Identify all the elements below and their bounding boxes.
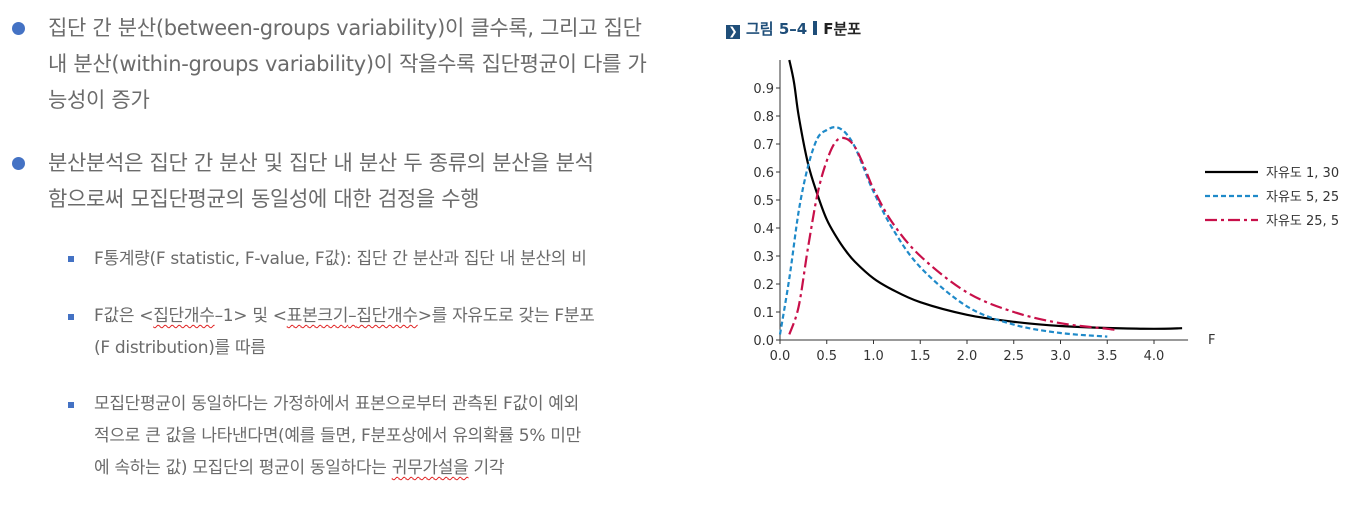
sub-bullet-text: F값은 <집단개수–1> 및 <표본크기–집단개수>를 자유도로 갖는 F분포 … xyxy=(94,300,694,364)
bullet-text: 집단 간 분산(between-groups variability)이 클수록… xyxy=(48,10,688,118)
x-tick-label: 1.0 xyxy=(863,349,884,364)
sub-bullet-line: 적으로 큰 값을 나타낸다면(예를 들면, F분포상에서 유의확률 5% 미만 xyxy=(94,426,581,446)
text-span: >를 자유도로 갖는 F분포 xyxy=(417,306,595,326)
figure-title: ❯ 그림 5–4 F분포 xyxy=(726,18,861,40)
sub-bullet-square xyxy=(68,402,74,408)
bullet-text: 분산분석은 집단 간 분산 및 집단 내 분산 두 종류의 분산을 분석 함으로… xyxy=(48,145,688,217)
sub-bullet-line: (F distribution)를 따름 xyxy=(94,338,266,358)
y-tick-label: 0.6 xyxy=(753,166,774,181)
text-span: 기각 xyxy=(468,458,505,478)
sub-bullet-text: 모집단평균이 동일하다는 가정하에서 표본으로부터 관측된 F값이 예외 적으로… xyxy=(94,388,694,484)
figure-subtitle: F분포 xyxy=(823,20,862,38)
bullet-line: 분산분석은 집단 간 분산 및 집단 내 분산 두 종류의 분산을 분석 xyxy=(48,151,594,175)
x-tick-label: 2.5 xyxy=(1003,349,1024,364)
arrow-right-icon: ❯ xyxy=(726,25,740,39)
bullet-line: 능성이 증가 xyxy=(48,88,150,112)
bullet-dot xyxy=(12,22,25,35)
legend-label: 자유도 25, 5 xyxy=(1266,214,1339,229)
y-tick-label: 0.0 xyxy=(753,334,774,349)
bullet-dot xyxy=(12,157,25,170)
bullet-line: 내 분산(within-groups variability)이 작을수록 집단… xyxy=(48,52,647,76)
x-tick-label: 4.0 xyxy=(1144,349,1165,364)
y-tick-label: 0.8 xyxy=(753,110,774,125)
sub-bullet-square xyxy=(68,256,74,262)
y-tick-label: 0.4 xyxy=(753,222,774,237)
y-tick-label: 0.3 xyxy=(753,250,774,265)
y-tick-label: 0.9 xyxy=(753,82,774,97)
sub-bullet-line: 에 속하는 값) 모집단의 평균이 동일하다는 귀무가설을 기각 xyxy=(94,452,694,484)
y-tick-label: 0.5 xyxy=(753,194,774,209)
spellcheck-word: 집단개수 xyxy=(153,306,215,326)
chart-curves xyxy=(778,59,1183,338)
sub-bullet-square xyxy=(68,314,74,320)
sub-bullet-line: F통계량(F statistic, F-value, F값): 집단 간 분산과… xyxy=(94,249,587,269)
slide-text-panel: 집단 간 분산(between-groups variability)이 클수록… xyxy=(12,10,694,484)
spellcheck-word: – xyxy=(348,306,357,326)
x-tick-label: 3.5 xyxy=(1097,349,1118,364)
y-tick-label: 0.1 xyxy=(753,306,774,321)
bullet-line: 집단 간 분산(between-groups variability)이 클수록… xyxy=(48,16,642,40)
chart-legend: 자유도 1, 30 자유도 5, 25 자유도 25, 5 xyxy=(1205,166,1339,229)
f-distribution-chart: 0.0 0.5 1.0 1.5 2.0 2.5 3.0 3.5 4.0 0.0 0.1 0.2 0.3 0… xyxy=(753,59,1339,364)
x-tick-label: 3.0 xyxy=(1050,349,1071,364)
spellcheck-word: 표본크기 xyxy=(286,306,349,326)
sub-bullet-line: F값은 <집단개수–1> 및 <표본크기–집단개수>를 자유도로 갖는 F분포 xyxy=(94,300,694,332)
divider-bar xyxy=(813,21,818,35)
text-span: 에 속하는 값) 모집단의 평균이 동일하다는 xyxy=(94,458,392,478)
spellcheck-word: 집단개수 xyxy=(356,306,418,326)
text-span: –1> 및 < xyxy=(214,306,287,326)
sub-bullet-text: F통계량(F statistic, F-value, F값): 집단 간 분산과… xyxy=(94,243,694,275)
figure-label: 그림 5–4 xyxy=(746,20,808,38)
text-span: F값은 < xyxy=(94,306,154,326)
y-tick-label: 0.7 xyxy=(753,138,774,153)
spellcheck-word: 귀무가설을 xyxy=(391,458,469,478)
chart-ticks: 0.0 0.5 1.0 1.5 2.0 2.5 3.0 3.5 4.0 0.0 0.1 0.2 0.3 0… xyxy=(753,82,1215,364)
bullet-line: 함으로써 모집단평균의 동일성에 대한 검정을 수행 xyxy=(48,187,480,211)
legend-label: 자유도 1, 30 xyxy=(1266,166,1339,181)
chart-axes xyxy=(779,60,1189,341)
sub-bullet-line: 모집단평균이 동일하다는 가정하에서 표본으로부터 관측된 F값이 예외 xyxy=(94,394,579,414)
x-tick-label: 2.0 xyxy=(957,349,978,364)
series-line xyxy=(778,126,1108,338)
x-tick-label: 1.5 xyxy=(910,349,931,364)
legend-label: 자유도 5, 25 xyxy=(1266,190,1339,205)
series-line xyxy=(788,136,1117,335)
y-tick-label: 0.2 xyxy=(753,278,774,293)
series-line xyxy=(788,59,1183,330)
x-tick-label: 0.5 xyxy=(816,349,837,364)
x-axis-label: F xyxy=(1208,333,1215,348)
x-tick-label: 0.0 xyxy=(770,349,791,364)
